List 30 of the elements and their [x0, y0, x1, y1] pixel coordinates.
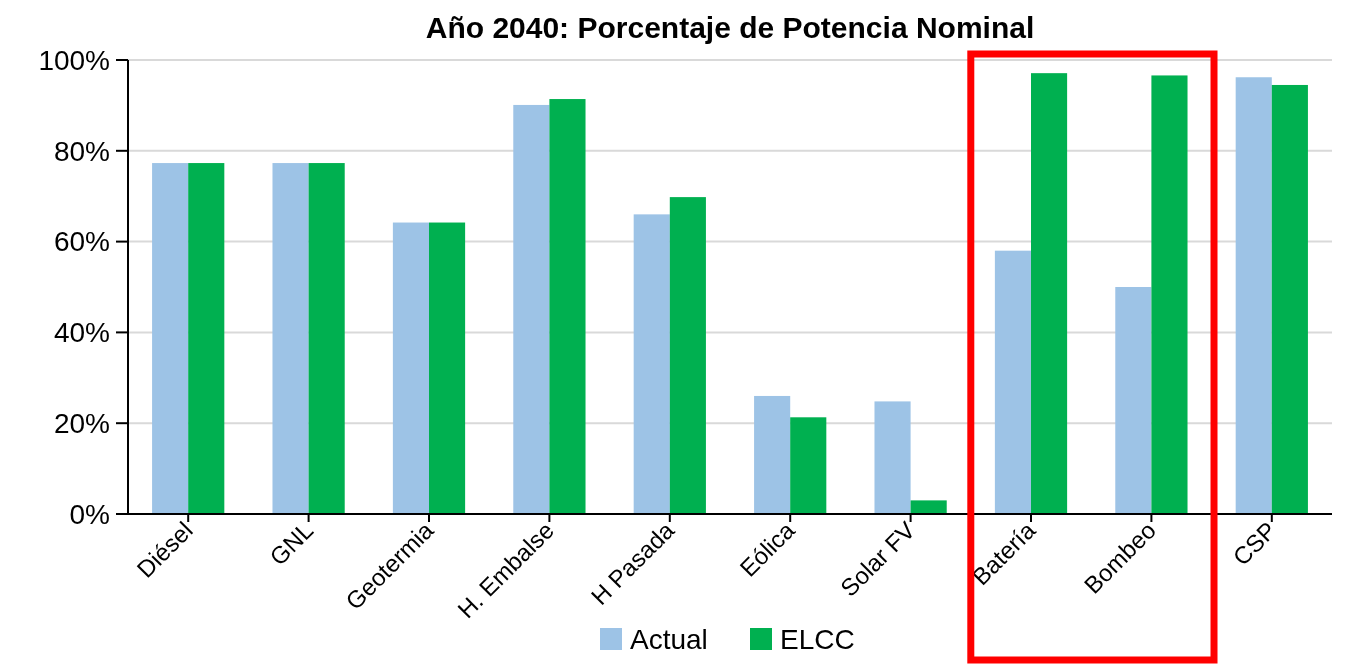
- bar: [429, 222, 466, 514]
- y-tick-label: 40%: [53, 317, 110, 349]
- bar: [308, 163, 345, 514]
- bar: [669, 197, 706, 514]
- y-tick-label: 80%: [53, 135, 110, 167]
- bar: [1271, 84, 1308, 514]
- bar: [910, 500, 947, 514]
- bar: [188, 163, 225, 514]
- legend-label: ELCC: [780, 623, 855, 655]
- y-tick-label: 0%: [69, 498, 110, 530]
- bar: [513, 104, 550, 514]
- bar: [549, 99, 586, 514]
- y-tick-label: 60%: [53, 226, 110, 258]
- bar: [152, 163, 189, 514]
- bar: [1115, 287, 1152, 514]
- bar: [994, 250, 1031, 514]
- bar: [392, 222, 429, 514]
- y-tick-label: 100%: [38, 44, 110, 76]
- bar: [1031, 73, 1068, 514]
- chart-title: Año 2040: Porcentaje de Potencia Nominal: [425, 11, 1035, 44]
- legend-label: Actual: [630, 623, 708, 655]
- bar: [1235, 77, 1272, 514]
- bar: [874, 401, 911, 514]
- bar: [790, 417, 827, 514]
- bar: [1151, 75, 1188, 514]
- bar: [633, 214, 670, 514]
- x-tick-label: GNL: [264, 516, 319, 571]
- y-tick-label: 20%: [53, 408, 110, 439]
- bar: [272, 163, 309, 514]
- bar: [754, 395, 791, 514]
